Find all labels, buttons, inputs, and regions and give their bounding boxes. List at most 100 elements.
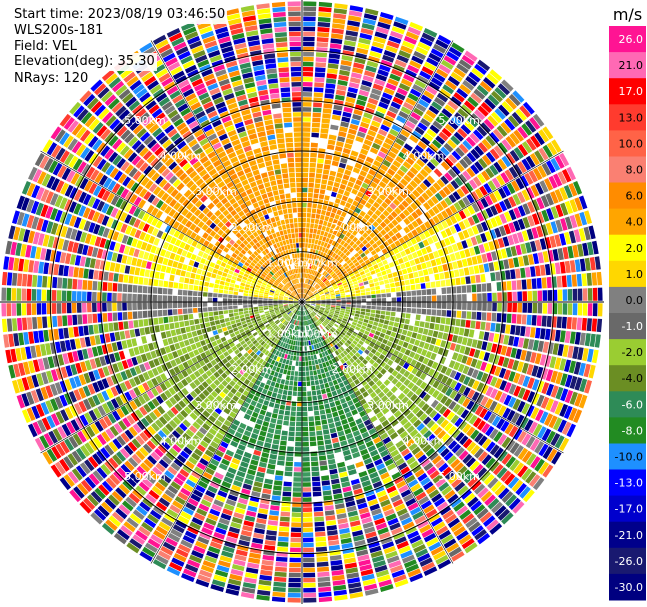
range-gate — [279, 404, 286, 410]
range-gate — [322, 328, 327, 334]
range-gate — [488, 332, 495, 342]
range-gate — [381, 270, 387, 276]
range-gate — [440, 161, 450, 171]
range-gate — [264, 478, 273, 485]
range-gate — [519, 175, 529, 188]
range-gate — [349, 240, 355, 247]
range-gate — [407, 93, 419, 102]
range-gate — [421, 66, 434, 76]
range-gate — [320, 282, 325, 287]
range-gate — [462, 438, 473, 449]
range-gate — [434, 323, 440, 331]
range-gate — [428, 208, 436, 217]
range-gate — [339, 288, 345, 292]
range-gate — [474, 145, 485, 156]
range-gate — [367, 151, 377, 159]
range-gate — [445, 377, 453, 387]
range-gate — [310, 295, 315, 299]
range-gate — [279, 368, 284, 374]
range-gate — [302, 346, 305, 351]
range-gate — [390, 210, 398, 218]
range-gate — [279, 383, 284, 390]
range-gate — [340, 293, 346, 296]
range-gate — [348, 351, 355, 357]
range-gate — [316, 303, 321, 305]
range-gate — [539, 411, 549, 424]
range-gate — [532, 167, 543, 181]
range-gate — [318, 280, 323, 285]
range-gate — [328, 134, 337, 141]
range-gate — [573, 229, 581, 243]
range-gate — [402, 387, 410, 395]
range-gate — [466, 257, 473, 266]
range-gate — [346, 91, 357, 99]
range-gate — [432, 389, 440, 399]
range-gate — [411, 220, 419, 228]
range-gate — [436, 302, 442, 309]
range-gate — [321, 475, 330, 481]
range-gate — [335, 292, 340, 295]
range-gate — [512, 233, 520, 244]
range-gate — [327, 139, 336, 146]
range-gate — [594, 334, 601, 348]
range-gate — [402, 234, 410, 242]
range-gate — [374, 78, 386, 87]
range-gate — [552, 343, 559, 355]
range-gate — [423, 384, 432, 393]
range-gate — [421, 308, 427, 315]
range-gate — [312, 117, 321, 123]
range-gate — [308, 360, 312, 366]
range-gate — [552, 249, 559, 261]
range-gate — [419, 381, 428, 390]
range-gate — [515, 268, 521, 279]
range-gate — [359, 186, 367, 194]
range-gate — [554, 262, 561, 275]
range-gate — [372, 243, 378, 249]
range-gate — [320, 263, 324, 268]
range-gate — [441, 466, 452, 477]
range-gate — [308, 411, 314, 417]
range-gate — [326, 304, 331, 307]
range-gate — [408, 325, 414, 332]
range-gate — [451, 428, 461, 439]
range-gate — [554, 155, 565, 169]
range-gate — [389, 73, 401, 82]
range-gate — [328, 239, 334, 245]
range-gate — [303, 587, 316, 593]
range-gate — [345, 306, 351, 310]
range-gate — [451, 352, 459, 361]
range-gate — [426, 175, 436, 185]
range-gate — [327, 222, 332, 228]
range-gate — [326, 274, 331, 279]
range-gate — [338, 131, 347, 138]
range-gate — [415, 283, 421, 290]
range-gate — [403, 101, 414, 111]
range-gate — [331, 28, 344, 35]
range-gate — [319, 291, 324, 295]
range-gate — [517, 430, 527, 443]
range-gate — [547, 303, 553, 314]
range-gate — [325, 408, 332, 414]
range-gate — [415, 217, 423, 226]
range-gate — [458, 374, 466, 383]
range-gate — [406, 307, 412, 313]
range-gate — [311, 208, 317, 214]
range-gate — [265, 473, 274, 480]
range-gate — [503, 369, 511, 380]
range-gate — [172, 336, 179, 343]
range-gate — [503, 382, 512, 393]
range-gate — [407, 343, 414, 351]
range-gate — [353, 329, 359, 334]
range-gate — [328, 322, 334, 327]
range-gate — [392, 96, 404, 105]
range-gate — [384, 185, 393, 193]
range-gate — [316, 245, 320, 251]
range-gate — [343, 315, 349, 320]
range-gate — [322, 485, 331, 491]
range-gate — [402, 209, 410, 217]
range-gate — [436, 392, 444, 402]
range-gate — [540, 328, 546, 340]
range-gate — [314, 359, 319, 365]
range-gate — [473, 349, 481, 359]
range-gate — [366, 252, 373, 259]
